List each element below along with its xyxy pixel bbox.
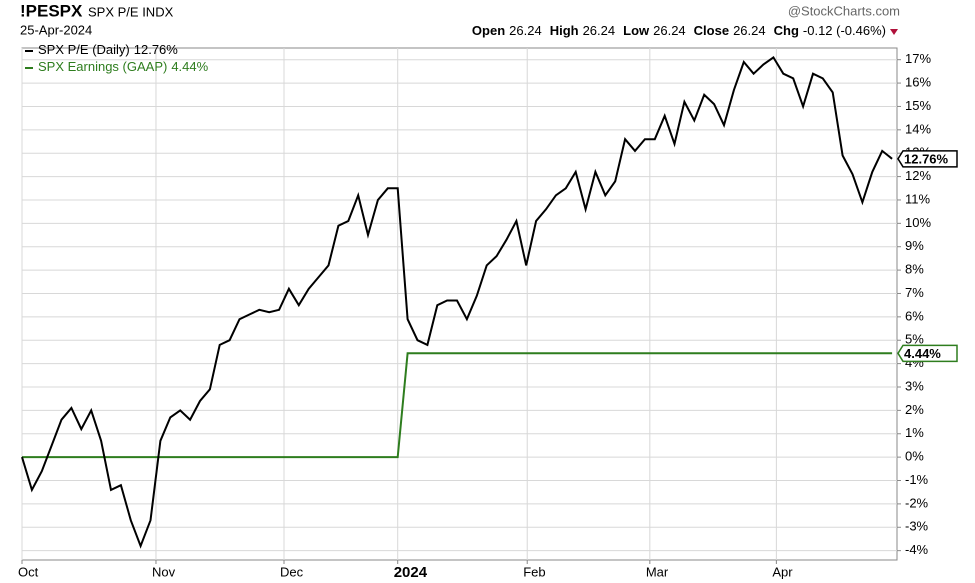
y-tick-label: 17%: [905, 51, 931, 66]
date: 25-Apr-2024: [20, 22, 92, 37]
quote-value: 26.24: [509, 23, 542, 38]
down-marker: [890, 29, 898, 35]
y-tick-label: 9%: [905, 238, 924, 253]
quote-label: High: [550, 23, 579, 38]
x-tick-label: Apr: [772, 564, 793, 579]
legend-last: 4.44%: [171, 59, 208, 74]
y-tick-label: 15%: [905, 98, 931, 113]
y-tick-label: 11%: [905, 191, 930, 206]
last-value-label: 4.44%: [904, 346, 941, 361]
series-line: [21, 55, 893, 549]
x-tick-label: Nov: [152, 564, 176, 579]
x-tick-label: 2024: [394, 564, 428, 581]
quote-value: -0.12 (-0.46%): [803, 23, 886, 38]
y-tick-label: 14%: [905, 121, 931, 136]
quote: Open 26.24 High 26.24 Low 26.24 Close 26.24 Chg -…: [472, 23, 886, 38]
legend-entry: SPX P/E (Daily) 12.76%: [38, 42, 178, 57]
y-tick-label: -4%: [905, 542, 929, 557]
y-tick-label: 16%: [905, 75, 931, 90]
series-line: [22, 352, 893, 459]
quote-value: 26.24: [733, 23, 766, 38]
y-tick-label: 6%: [905, 308, 924, 323]
x-tick-label: Feb: [523, 564, 545, 579]
y-tick-label: -1%: [905, 472, 929, 487]
y-tick-label: -3%: [905, 519, 929, 534]
legend-name: SPX P/E (Daily): [38, 42, 130, 57]
legend-entry: SPX Earnings (GAAP) 4.44%: [38, 59, 209, 74]
x-tick-label: Mar: [646, 564, 669, 579]
quote-value: 26.24: [583, 23, 616, 38]
last-value-tag: [897, 150, 958, 168]
y-tick-label: 0%: [905, 449, 924, 464]
legend-last: 12.76%: [134, 42, 179, 57]
y-tick-label: 1%: [905, 425, 924, 440]
legend-name: SPX Earnings (GAAP): [38, 59, 167, 74]
y-tick-label: 10%: [905, 215, 931, 230]
y-tick-label: 7%: [905, 285, 924, 300]
y-tick-label: 2%: [905, 402, 924, 417]
y-tick-label: 3%: [905, 378, 924, 393]
last-value-label: 12.76%: [904, 151, 949, 166]
quote-value: 26.24: [653, 23, 686, 38]
y-tick-label: 5%: [905, 332, 924, 347]
brand: @StockCharts.com: [788, 3, 900, 18]
symbol: !PESPX: [20, 1, 83, 20]
quote-label: Close: [694, 23, 729, 38]
quote-label: Open: [472, 23, 505, 38]
y-tick-label: 8%: [905, 262, 924, 277]
last-value-tag: [897, 344, 958, 363]
x-tick-label: Oct: [18, 564, 39, 579]
quote-label: Chg: [774, 23, 799, 38]
x-tick-label: Dec: [280, 564, 304, 579]
symbol-name: SPX P/E INDX: [88, 4, 174, 19]
quote-label: Low: [623, 23, 650, 38]
y-tick-label: 12%: [905, 168, 931, 183]
y-tick-label: -2%: [905, 495, 929, 510]
